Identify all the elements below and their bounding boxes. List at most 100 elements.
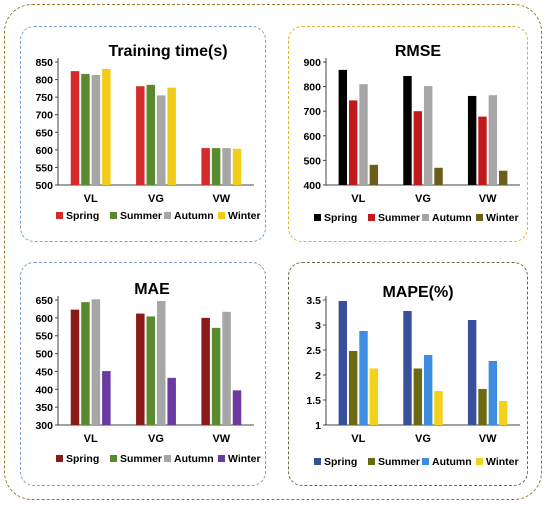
chart1-x-tick-label: VW (479, 193, 497, 205)
chart3-legend-swatch-winter (476, 458, 483, 465)
chart0-bar-autumn-vl (91, 75, 101, 185)
chart0-legend-swatch-autumn (164, 212, 171, 219)
chart2-bar-autumn-vg (156, 301, 166, 425)
chart1-bar-winter-vw (498, 170, 508, 185)
chart2-bar-autumn-vw (222, 311, 231, 425)
chart2-y-tick-label: 450 (35, 366, 53, 378)
chart1-legend-swatch-summer (368, 214, 375, 221)
chart0-legend-label: Autumn (174, 210, 214, 222)
chart2-bar-summer-vl (81, 302, 90, 425)
chart3-bar-spring-vg (403, 311, 412, 425)
chart1-bar-autumn-vw (488, 95, 498, 185)
chart2-y-tick-label: 350 (35, 402, 53, 414)
chart0-bar-spring-vg (136, 86, 145, 185)
chart1-bar-autumn-vg (423, 86, 433, 185)
chart2-bar-summer-vg (146, 316, 156, 425)
chart2-title: MAE (134, 281, 170, 298)
chart0-y-tick-label: 700 (35, 110, 53, 122)
chart2-bar-spring-vw (201, 317, 210, 425)
chart0-bar-summer-vl (81, 73, 90, 185)
chart3-y-tick-label: 2 (315, 370, 321, 382)
chart1-bar-autumn-vl (359, 84, 368, 185)
chart0-y-tick-label: 800 (35, 75, 53, 87)
chart3-legend-label: Autumn (432, 456, 472, 468)
chart0-legend-swatch-summer (110, 212, 117, 219)
chart0-y-tick-label: 750 (35, 92, 53, 104)
chart2-x-tick-label: VW (212, 433, 230, 445)
chart2-bar-spring-vl (70, 309, 80, 425)
panel-mape (288, 262, 528, 486)
chart2-y-tick-label: 300 (35, 420, 53, 432)
chart0-bar-autumn-vw (222, 148, 231, 185)
chart3-legend-label: Winter (486, 456, 519, 468)
chart1-legend-swatch-spring (314, 214, 321, 221)
chart3-y-tick-label: 2.5 (306, 345, 321, 357)
chart2-x-tick-label: VG (148, 433, 164, 445)
chart1-bar-spring-vl (338, 69, 348, 185)
chart0-y-tick-label: 550 (35, 162, 53, 174)
chart3-bar-summer-vw (478, 389, 487, 425)
chart1-title: RMSE (395, 43, 442, 60)
chart2-legend-swatch-spring (56, 455, 63, 462)
chart1-bar-spring-vg (403, 76, 412, 185)
chart2-legend-label: Summer (120, 453, 162, 465)
chart3-bar-winter-vl (369, 368, 379, 425)
chart3-legend-swatch-summer (368, 458, 375, 465)
chart0-bar-summer-vg (146, 84, 156, 185)
chart0-y-tick-label: 850 (35, 57, 53, 69)
chart3-bar-autumn-vw (488, 361, 498, 425)
chart3-title: MAPE(%) (382, 284, 453, 301)
chart3-bar-summer-vl (348, 351, 358, 425)
chart0-x-tick-label: VW (212, 193, 230, 205)
chart0-bar-spring-vl (70, 71, 80, 185)
chart1-bar-summer-vw (478, 116, 487, 185)
chart2-bar-winter-vl (102, 371, 111, 425)
chart3-legend-swatch-spring (314, 458, 321, 465)
chart3-legend-label: Spring (324, 456, 357, 468)
chart1-bar-spring-vw (467, 95, 477, 185)
chart2-bar-summer-vw (211, 327, 221, 425)
chart0-title: Training time(s) (108, 43, 227, 60)
figure-frame (4, 4, 542, 500)
chart3-y-tick-label: 1.5 (306, 395, 321, 407)
chart0-bar-spring-vw (201, 148, 210, 185)
chart1-legend-label: Winter (486, 212, 519, 224)
chart0-legend-swatch-spring (56, 212, 63, 219)
panel-mae (20, 262, 266, 486)
chart3-bar-winter-vw (498, 401, 508, 425)
chart1-legend-swatch-winter (476, 214, 483, 221)
chart3-y-tick-label: 3.5 (306, 295, 321, 307)
chart0-y-tick-label: 600 (35, 145, 53, 157)
chart0-bar-winter-vl (102, 69, 111, 185)
chart2-legend-swatch-autumn (164, 455, 171, 462)
chart1-y-tick-label: 900 (303, 57, 321, 69)
chart1-bar-winter-vl (369, 164, 379, 185)
chart3-y-tick-label: 1 (315, 420, 321, 432)
panel-training-time (20, 26, 266, 242)
chart2-y-tick-label: 550 (35, 331, 53, 343)
chart1-bar-summer-vl (348, 100, 358, 185)
chart1-legend-label: Summer (378, 212, 420, 224)
chart3-bar-spring-vw (467, 320, 477, 425)
chart0-y-tick-label: 500 (35, 180, 53, 192)
chart3-y-tick-label: 3 (315, 320, 321, 332)
chart0-bar-summer-vw (211, 148, 221, 185)
chart3-bar-winter-vg (434, 391, 443, 425)
chart0-bar-winter-vg (167, 87, 176, 185)
chart3-bar-spring-vl (338, 301, 348, 425)
chart2-bar-winter-vg (167, 377, 176, 425)
chart3-bar-summer-vg (413, 368, 423, 425)
chart2-bar-autumn-vl (91, 299, 101, 425)
chart1-bar-summer-vg (413, 111, 423, 185)
chart0-legend-label: Spring (66, 210, 99, 222)
chart1-y-tick-label: 400 (303, 180, 321, 192)
chart0-x-tick-label: VG (148, 193, 164, 205)
chart0-legend-label: Winter (228, 210, 261, 222)
chart2-legend-swatch-summer (110, 455, 117, 462)
chart2-bar-spring-vg (136, 313, 145, 425)
chart1-legend-label: Autumn (432, 212, 472, 224)
chart0-x-tick-label: VL (84, 193, 98, 205)
chart3-x-tick-label: VW (479, 433, 497, 445)
chart1-bar-winter-vg (434, 167, 443, 185)
